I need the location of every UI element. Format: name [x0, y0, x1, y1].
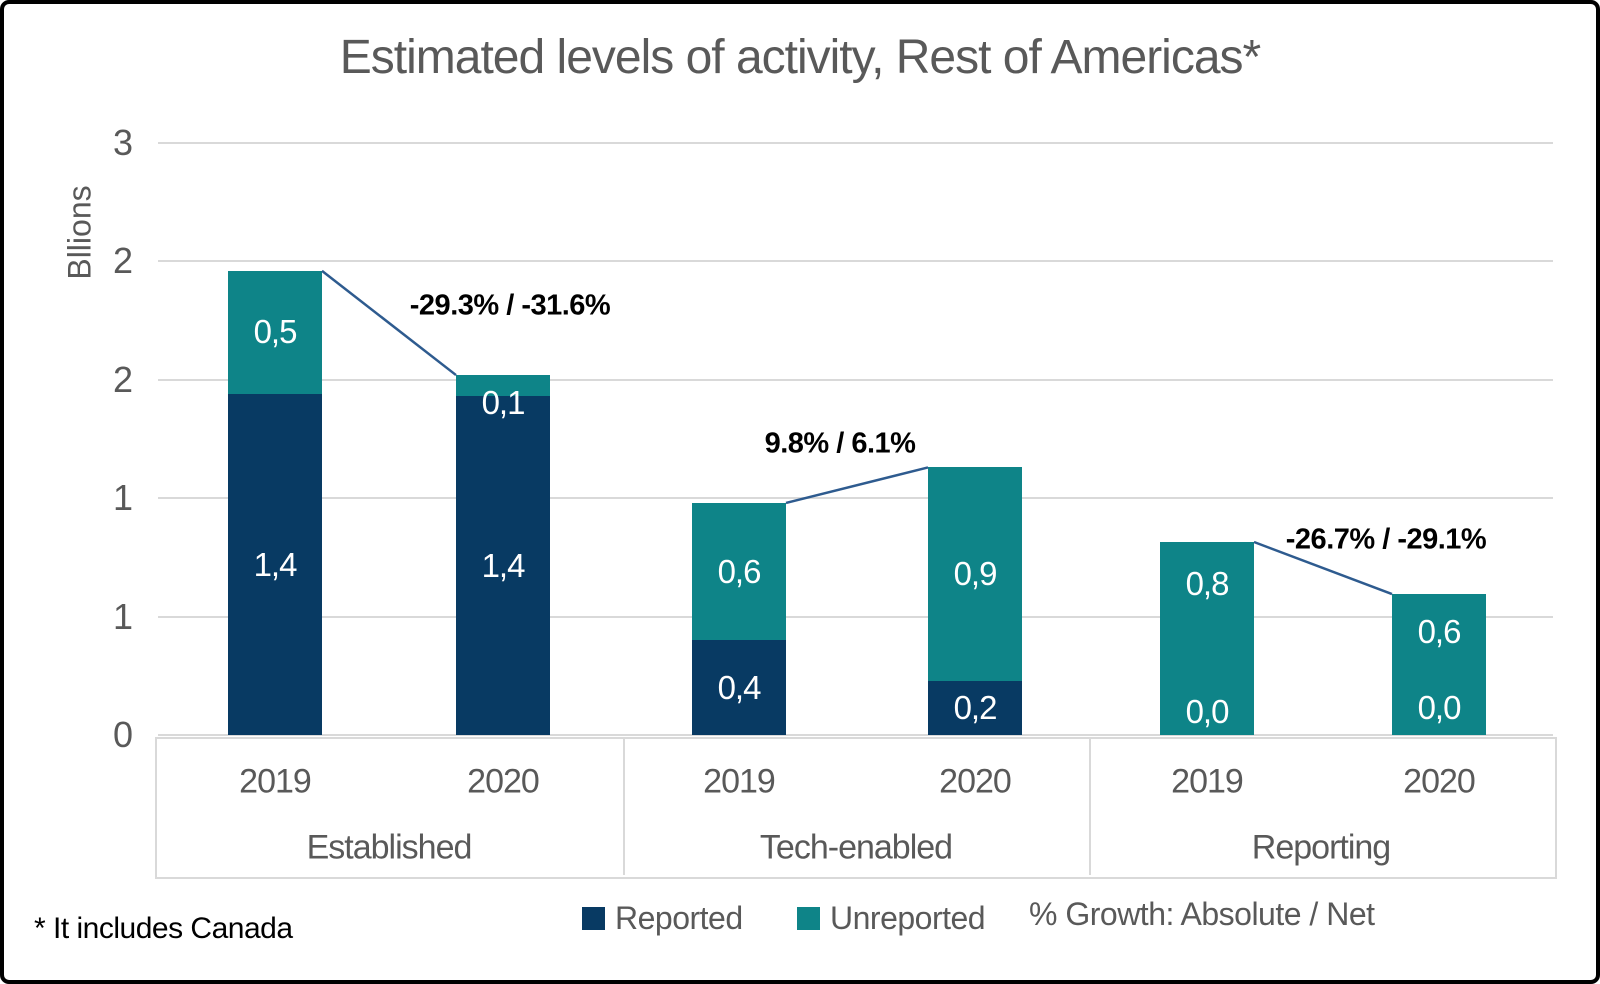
bar-segment-reported: [456, 396, 550, 735]
y-tick-label: 2: [112, 240, 133, 282]
unreported-swatch-icon: [797, 907, 820, 930]
legend-reported-label: Reported: [615, 900, 743, 936]
y-tick-label: 1: [112, 477, 133, 519]
growth-connector-line: [321, 269, 457, 377]
category-divider: [1089, 739, 1091, 875]
year-label: 2020: [939, 762, 1012, 801]
bar-value-label-unreported: 0,6: [1417, 613, 1462, 650]
growth-annotation: -29.3% / -31.6%: [409, 289, 611, 322]
growth-connector-line: [785, 466, 929, 505]
bar-value-label-reported: 0,0: [1185, 693, 1230, 730]
y-tick-label: 2: [112, 358, 133, 400]
year-label: 2019: [239, 762, 312, 801]
bar-value-label-unreported: 0,1: [481, 384, 526, 421]
y-tick-label: 1: [112, 595, 133, 637]
group-label: Reporting: [1251, 828, 1391, 867]
bar-segment-unreported: [1160, 542, 1254, 735]
year-label: 2019: [1171, 762, 1244, 801]
y-tick-label: 0: [112, 714, 133, 755]
gridline: [158, 734, 1553, 736]
growth-note: % Growth: Absolute / Net: [1029, 896, 1375, 932]
growth-annotation: 9.8% / 6.1%: [764, 427, 916, 460]
footnote: * It includes Canada: [34, 912, 293, 945]
bar-value-label-reported: 1,4: [253, 545, 298, 583]
legend-item-unreported: Unreported: [797, 900, 986, 937]
gridline: [158, 142, 1553, 144]
bar-value-label-reported: 1,4: [481, 546, 526, 584]
gridline: [158, 615, 1553, 618]
bar-value-label-unreported: 0,9: [953, 554, 998, 592]
group-label: Established: [306, 828, 473, 867]
gridline: [158, 497, 1553, 500]
year-label: 2020: [467, 762, 540, 801]
gridline: [158, 260, 1553, 263]
year-label: 2020: [1403, 762, 1476, 801]
growth-annotation: -26.7% / -29.1%: [1285, 523, 1487, 556]
category-axis-box: [155, 737, 1557, 879]
bar-value-label-unreported: 0,5: [253, 313, 298, 351]
growth-connector-line: [1253, 540, 1393, 596]
bar-segment-unreported: [692, 502, 786, 641]
bar-segment-unreported: [228, 270, 322, 394]
bar-value-label-reported: 0,4: [717, 668, 762, 706]
bar-segment-unreported: [1392, 594, 1486, 735]
legend-unreported-label: Unreported: [830, 900, 986, 936]
gridline: [158, 378, 1553, 381]
growth-connector-layer: [321, 269, 1393, 596]
group-label: Tech-enabled: [759, 828, 953, 867]
bar-value-label-reported: 0,0: [1417, 689, 1462, 726]
legend-item-reported: Reported: [582, 900, 743, 937]
chart-title: Estimated levels of activity, Rest of Am…: [339, 31, 1261, 84]
y-tick-label: 3: [112, 122, 133, 163]
year-label: 2019: [703, 762, 776, 801]
category-divider: [623, 739, 625, 875]
reported-swatch-icon: [582, 907, 605, 930]
bar-segment-reported: [228, 394, 322, 735]
bar-segment-unreported: [456, 375, 550, 397]
bar-segment-reported: [692, 640, 786, 735]
bar-value-label-unreported: 0,8: [1185, 565, 1230, 602]
bar-value-label-unreported: 0,6: [717, 552, 762, 590]
bar-value-label-reported: 0,2: [953, 688, 998, 726]
bar-segment-reported: [928, 680, 1022, 735]
bar-segment-unreported: [928, 467, 1022, 681]
